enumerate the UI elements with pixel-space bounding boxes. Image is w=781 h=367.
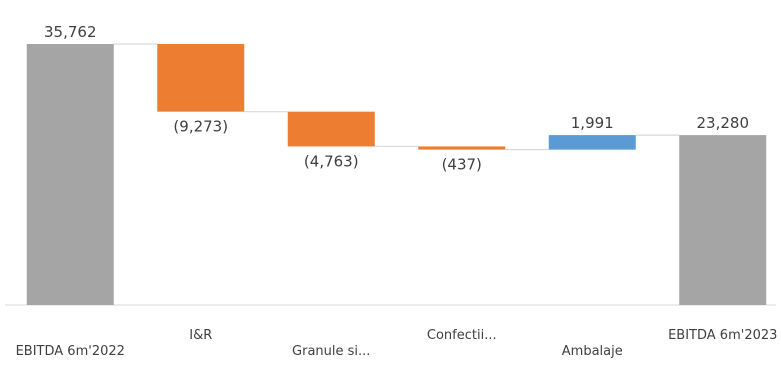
category-label-2: Granule si...	[292, 344, 370, 359]
data-label-4: 1,991	[571, 114, 614, 132]
data-label-0: 35,762	[44, 23, 97, 41]
data-label-3: (437)	[442, 156, 482, 174]
bar-1	[157, 44, 245, 112]
category-label-3: Confectii...	[427, 328, 497, 343]
category-labels: EBITDA 6m'2022 I&R Granule si... Confectii.…	[16, 328, 778, 359]
data-label-5: 23,280	[697, 114, 750, 132]
bars	[26, 44, 767, 305]
data-label-2: (4,763)	[304, 152, 359, 170]
category-label-5: EBITDA 6m'2023	[668, 328, 777, 343]
bar-4	[548, 135, 636, 150]
data-label-1: (9,273)	[173, 118, 228, 136]
category-label-1: I&R	[189, 328, 212, 343]
bar-2	[287, 111, 375, 147]
data-labels: 35,762 (9,273) (4,763) (437) 1,991 23,280	[44, 23, 749, 174]
bar-5	[679, 135, 767, 305]
connector-lines	[113, 43, 680, 151]
bar-0	[26, 44, 114, 305]
category-label-4: Ambalaje	[562, 344, 623, 359]
bar-3	[418, 146, 506, 150]
category-label-0: EBITDA 6m'2022	[16, 344, 125, 359]
